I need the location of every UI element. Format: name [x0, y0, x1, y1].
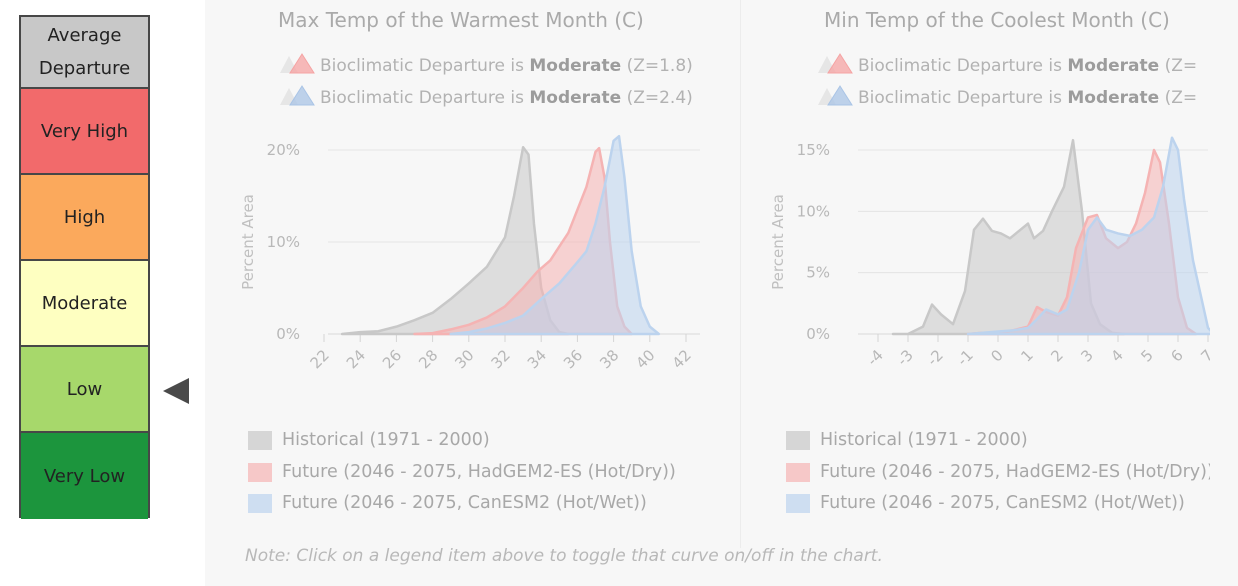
x-tick-label: 32	[488, 346, 514, 372]
series-area-canesm	[449, 134, 661, 336]
departure-line-hadgem: Bioclimatic Departure is Moderate (Z=	[816, 52, 1197, 79]
y-tick-label: 0%	[276, 325, 300, 343]
legend-item-historical[interactable]: Historical (1971 - 2000)	[786, 430, 1028, 450]
chart-title: Min Temp of the Coolest Month (C)	[824, 8, 1170, 32]
legend-item-canesm[interactable]: Future (2046 - 2075, CanESM2 (Hot/Wet))	[248, 493, 647, 513]
triangle-fill	[289, 53, 315, 74]
departure-prefix: Bioclimatic Departure is	[858, 55, 1062, 76]
x-tick-label: -3	[894, 346, 917, 369]
y-tick-label: 10%	[267, 233, 300, 251]
x-tick-label: 1	[1017, 346, 1036, 365]
departure-scale: Average Departure Very High High Moderat…	[19, 15, 150, 519]
x-tick-label: 4	[1107, 346, 1126, 365]
plot-area: 0% 5% 10% 15% Percent Area -4 -3 -2 -1 0 1 2 3 4 5 6 7	[769, 136, 1210, 369]
legend-swatch	[248, 462, 272, 482]
chart-max-temp-warmest-month: Max Temp of the Warmest Month (C) Biocli…	[230, 0, 730, 540]
chart-title: Max Temp of the Warmest Month (C)	[278, 8, 644, 32]
legend-item-historical[interactable]: Historical (1971 - 2000)	[248, 430, 490, 450]
x-tick-label: -4	[864, 346, 887, 369]
x-tick-label: 36	[560, 346, 586, 372]
x-tick-label: 22	[307, 346, 333, 372]
scale-level-very-low: Very Low	[21, 433, 148, 519]
triangle-fill	[827, 53, 853, 74]
warning-triangle-icon	[816, 84, 858, 111]
x-tick-label: 3	[1077, 346, 1096, 365]
scale-level-low: Low	[21, 347, 148, 433]
departure-level: Moderate	[1067, 87, 1160, 108]
legend-label: Future (2046 - 2075, HadGEM2-ES (Hot/Dry…	[282, 462, 676, 482]
warning-triangle-glyph	[818, 85, 853, 106]
departure-z: (Z=	[1164, 55, 1198, 76]
warning-triangle-icon	[278, 52, 320, 79]
x-tick-label: -1	[954, 346, 977, 369]
departure-level: Moderate	[1067, 55, 1160, 76]
x-tick-label: 26	[379, 346, 405, 372]
legend-label: Historical (1971 - 2000)	[820, 430, 1028, 450]
chart-min-temp-coolest-month: Min Temp of the Coolest Month (C) Biocli…	[768, 0, 1210, 540]
departure-line-canesm: Bioclimatic Departure is Moderate (Z=2.4…	[278, 84, 693, 111]
x-tick-label: 34	[524, 346, 550, 372]
plot-area: 0% 10% 20% Percent Area 22 24 26 28 30 32 34 36 38 40…	[239, 134, 700, 372]
legend-label: Future (2046 - 2075, CanESM2 (Hot/Wet))	[820, 493, 1185, 513]
x-tick-label: 7	[1197, 346, 1210, 365]
y-tick-label: 20%	[267, 141, 300, 159]
y-tick-label: 0%	[806, 325, 830, 343]
y-tick-label: 5%	[806, 264, 830, 282]
x-tick-label: 28	[415, 346, 441, 372]
departure-z: (Z=1.8)	[626, 55, 693, 76]
x-tick-label: 5	[1137, 346, 1156, 365]
legend-label: Historical (1971 - 2000)	[282, 430, 490, 450]
legend-item-hadgem[interactable]: Future (2046 - 2075, HadGEM2-ES (Hot/Dry…	[248, 462, 676, 482]
scale-level-moderate: Moderate	[21, 261, 148, 347]
x-tick-label: 30	[451, 346, 477, 372]
departure-prefix: Bioclimatic Departure is	[320, 55, 524, 76]
toggle-note: Note: Click on a legend item above to to…	[245, 546, 883, 566]
x-tick-label: -2	[924, 346, 947, 369]
departure-prefix: Bioclimatic Departure is	[858, 87, 1062, 108]
y-tick-label: 15%	[797, 141, 830, 159]
x-tick-label: 0	[987, 346, 1006, 365]
series-area-canesm	[966, 136, 1210, 336]
departure-line-hadgem: Bioclimatic Departure is Moderate (Z=1.8…	[278, 52, 693, 79]
scale-level-very-high: Very High	[21, 89, 148, 175]
y-axis-label: Percent Area	[239, 194, 257, 290]
x-tick-label: 6	[1167, 346, 1186, 365]
scale-level-high: High	[21, 175, 148, 261]
warning-triangle-glyph	[818, 53, 853, 74]
legend-swatch	[786, 493, 810, 513]
y-tick-label: 10%	[797, 202, 830, 220]
legend-swatch	[248, 493, 272, 513]
warning-triangle-glyph	[280, 85, 315, 106]
departure-line-canesm: Bioclimatic Departure is Moderate (Z=	[816, 84, 1197, 111]
x-tick-label: 2	[1047, 346, 1066, 365]
legend-swatch	[786, 462, 810, 482]
x-tick-label: 24	[343, 346, 369, 372]
departure-z: (Z=	[1164, 87, 1198, 108]
departure-prefix: Bioclimatic Departure is	[320, 87, 524, 108]
departure-z: (Z=2.4)	[626, 87, 693, 108]
x-tick-label: 38	[596, 346, 622, 372]
legend-swatch	[786, 430, 810, 450]
y-axis-label: Percent Area	[769, 194, 787, 290]
legend-label: Future (2046 - 2075, CanESM2 (Hot/Wet))	[282, 493, 647, 513]
warning-triangle-glyph	[280, 53, 315, 74]
legend-item-hadgem[interactable]: Future (2046 - 2075, HadGEM2-ES (Hot/Dry…	[786, 462, 1210, 482]
legend-label: Future (2046 - 2075, HadGEM2-ES (Hot/Dry…	[820, 462, 1210, 482]
scale-header: Average Departure	[21, 17, 148, 89]
departure-level: Moderate	[529, 87, 622, 108]
chart-divider	[740, 0, 741, 548]
warning-triangle-icon	[816, 52, 858, 79]
selected-level-pointer-icon	[163, 378, 189, 404]
x-tick-label: 40	[632, 346, 658, 372]
legend-swatch	[248, 430, 272, 450]
legend-item-canesm[interactable]: Future (2046 - 2075, CanESM2 (Hot/Wet))	[786, 493, 1185, 513]
x-tick-label: 42	[669, 346, 695, 372]
triangle-fill	[827, 85, 853, 106]
triangle-fill	[289, 85, 315, 106]
warning-triangle-icon	[278, 84, 320, 111]
departure-level: Moderate	[529, 55, 622, 76]
